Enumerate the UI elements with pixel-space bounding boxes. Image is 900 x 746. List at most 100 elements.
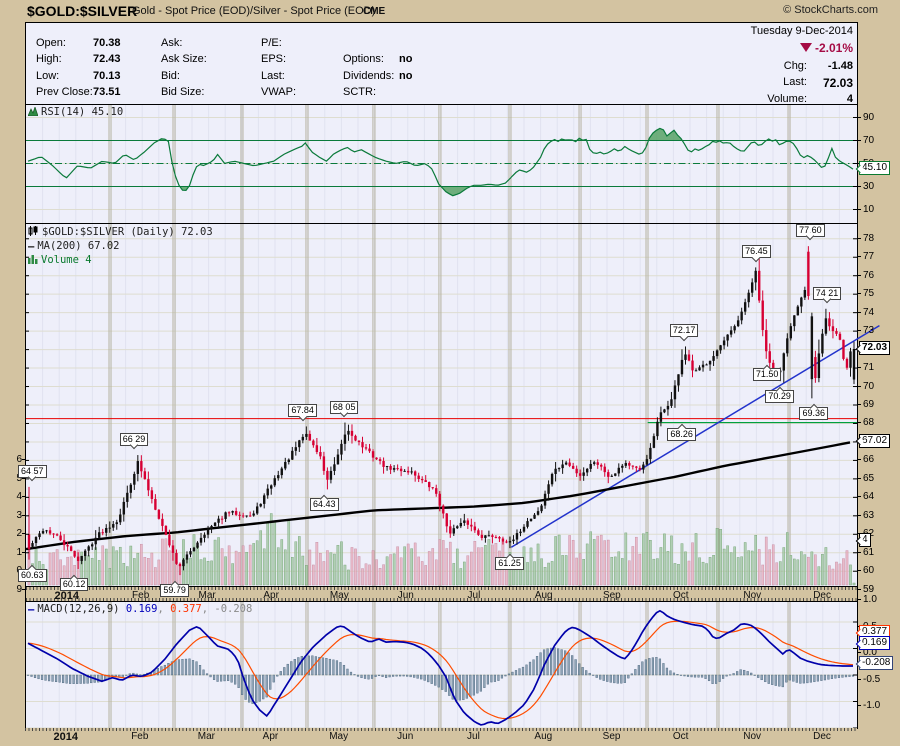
month-label: Jul	[467, 590, 481, 601]
left-axis-digit: 3	[16, 509, 22, 521]
month-label: Oct	[672, 731, 689, 742]
month-label: Feb	[132, 590, 150, 601]
open-label: Open:	[36, 37, 66, 49]
left-axis: 6 5 4 3 2 1 0 9	[0, 0, 25, 746]
right-axis: 103050709045.105960616263646566686970717…	[857, 0, 900, 746]
axis-tick	[857, 459, 861, 461]
macd-hist-value: -0.208	[214, 603, 253, 615]
axis-tick	[857, 514, 861, 516]
macd-value-box: 0.169	[859, 636, 891, 651]
low-value: 70.13	[93, 70, 121, 82]
month-label: Nov	[743, 590, 762, 601]
chg-value: -1.48	[827, 60, 853, 72]
month-label: Sep	[602, 590, 621, 601]
axis-tick	[857, 367, 861, 369]
left-axis-digit: 2	[16, 528, 22, 540]
month-label: Jun	[397, 590, 414, 601]
left-axis-digit: 6	[16, 454, 22, 466]
rsi-area-icon	[27, 105, 39, 120]
month-label: Aug	[534, 731, 553, 742]
axis-tick	[857, 237, 861, 239]
rsi-current-box: 45.10	[859, 161, 891, 176]
down-triangle-icon	[799, 43, 812, 52]
month-label: Jun	[397, 731, 414, 742]
axis-tick-label: 66	[863, 454, 875, 466]
axis-tick-label: 65	[863, 472, 875, 484]
chart-symbol: $GOLD:$SILVER	[27, 3, 138, 19]
month-label: Dec	[813, 590, 831, 601]
percent-change: -2.01%	[799, 41, 853, 55]
ma-line-icon: —	[28, 241, 35, 253]
axis-tick-label: -1.0	[863, 700, 881, 711]
axis-tick-label: 61	[863, 546, 875, 558]
month-label: Oct	[673, 590, 689, 601]
left-axis-digit: 4	[16, 491, 22, 503]
daily-ticks-bottom-strip	[25, 728, 857, 731]
axis-tick-label: 74	[863, 306, 875, 318]
axis-tick-label: 70	[863, 380, 875, 392]
axis-tick-label: 63	[863, 509, 875, 521]
axis-tick	[857, 570, 861, 572]
axis-tick-label: -0.5	[863, 673, 881, 685]
main-legend-symbol: $GOLD:$SILVER (Daily) 72.03	[28, 226, 213, 240]
left-axis-tick	[22, 551, 25, 553]
main-legend-ma: — MA(200) 67.02	[28, 240, 120, 253]
last-col-label: Last:	[261, 70, 285, 82]
left-axis-digit: 0	[16, 565, 22, 577]
pe-label: P/E:	[261, 37, 282, 49]
axis-tick-label: 90	[863, 111, 875, 123]
axis-tick	[857, 139, 861, 141]
volume-label: Volume:	[767, 93, 807, 105]
axis-tick-label: 71	[863, 362, 875, 374]
macd-value: 0.169	[125, 603, 158, 615]
sctr-label: SCTR:	[343, 86, 376, 98]
high-value: 72.43	[93, 53, 121, 65]
axis-tick	[857, 705, 861, 706]
last-label: Last:	[783, 76, 807, 88]
month-axis-middle: 2014 Feb Mar Apr May Jun Jul Aug Sep Oct Nov Dec	[26, 586, 857, 602]
axis-tick	[857, 311, 861, 313]
macd-hist-box: -0.208	[859, 656, 894, 671]
quote-panel: Open: 70.38 High: 72.43 Low: 70.13 Prev …	[26, 23, 857, 105]
axis-tick-label: 69	[863, 399, 875, 410]
title-bar: $GOLD:$SILVER Gold - Spot Price (EOD)/Si…	[0, 0, 900, 22]
month-label: Mar	[197, 731, 215, 742]
chart-description: Gold - Spot Price (EOD)/Silver - Spot Pr…	[132, 5, 376, 17]
month-label: Apr	[263, 590, 279, 601]
left-axis-tick	[22, 570, 25, 572]
axis-tick	[857, 293, 861, 295]
left-axis-tick	[22, 496, 25, 498]
left-axis-digit: 9	[16, 583, 22, 595]
axis-tick	[857, 496, 861, 498]
ma-value-box: 67.02	[859, 433, 891, 448]
axis-tick-label: 75	[863, 288, 875, 300]
month-label: Apr	[262, 731, 279, 742]
rsi-legend: RSI(14) 45.10	[27, 105, 123, 120]
left-axis-tick	[22, 514, 25, 516]
bid-label: Bid:	[161, 70, 180, 82]
volume-value-box: 4	[859, 533, 871, 547]
volume-value: 4	[846, 93, 853, 105]
axis-tick	[857, 477, 861, 479]
axis-tick-label: 76	[863, 269, 875, 281]
price-last-box: 72.03	[859, 341, 891, 356]
options-value: no	[399, 53, 413, 65]
chg-label: Chg:	[783, 60, 807, 72]
axis-tick	[857, 256, 861, 258]
dividends-label: Dividends:	[343, 70, 395, 82]
macd-signal-value: 0.377	[170, 603, 202, 615]
left-axis-digit: 1	[16, 546, 22, 558]
eps-label: EPS:	[261, 53, 287, 65]
dividends-value: no	[399, 70, 413, 82]
axis-tick-label: 78	[863, 232, 875, 244]
last-value: 72.03	[822, 76, 853, 90]
axis-tick	[857, 652, 861, 653]
price-panel	[25, 224, 880, 591]
daily-ticks-top	[26, 587, 857, 590]
axis-tick	[857, 185, 861, 187]
ask-label: Ask:	[161, 37, 183, 49]
bidsize-label: Bid Size:	[161, 86, 205, 98]
month-label: Feb	[131, 731, 149, 742]
axis-tick-label: 60	[863, 565, 875, 577]
